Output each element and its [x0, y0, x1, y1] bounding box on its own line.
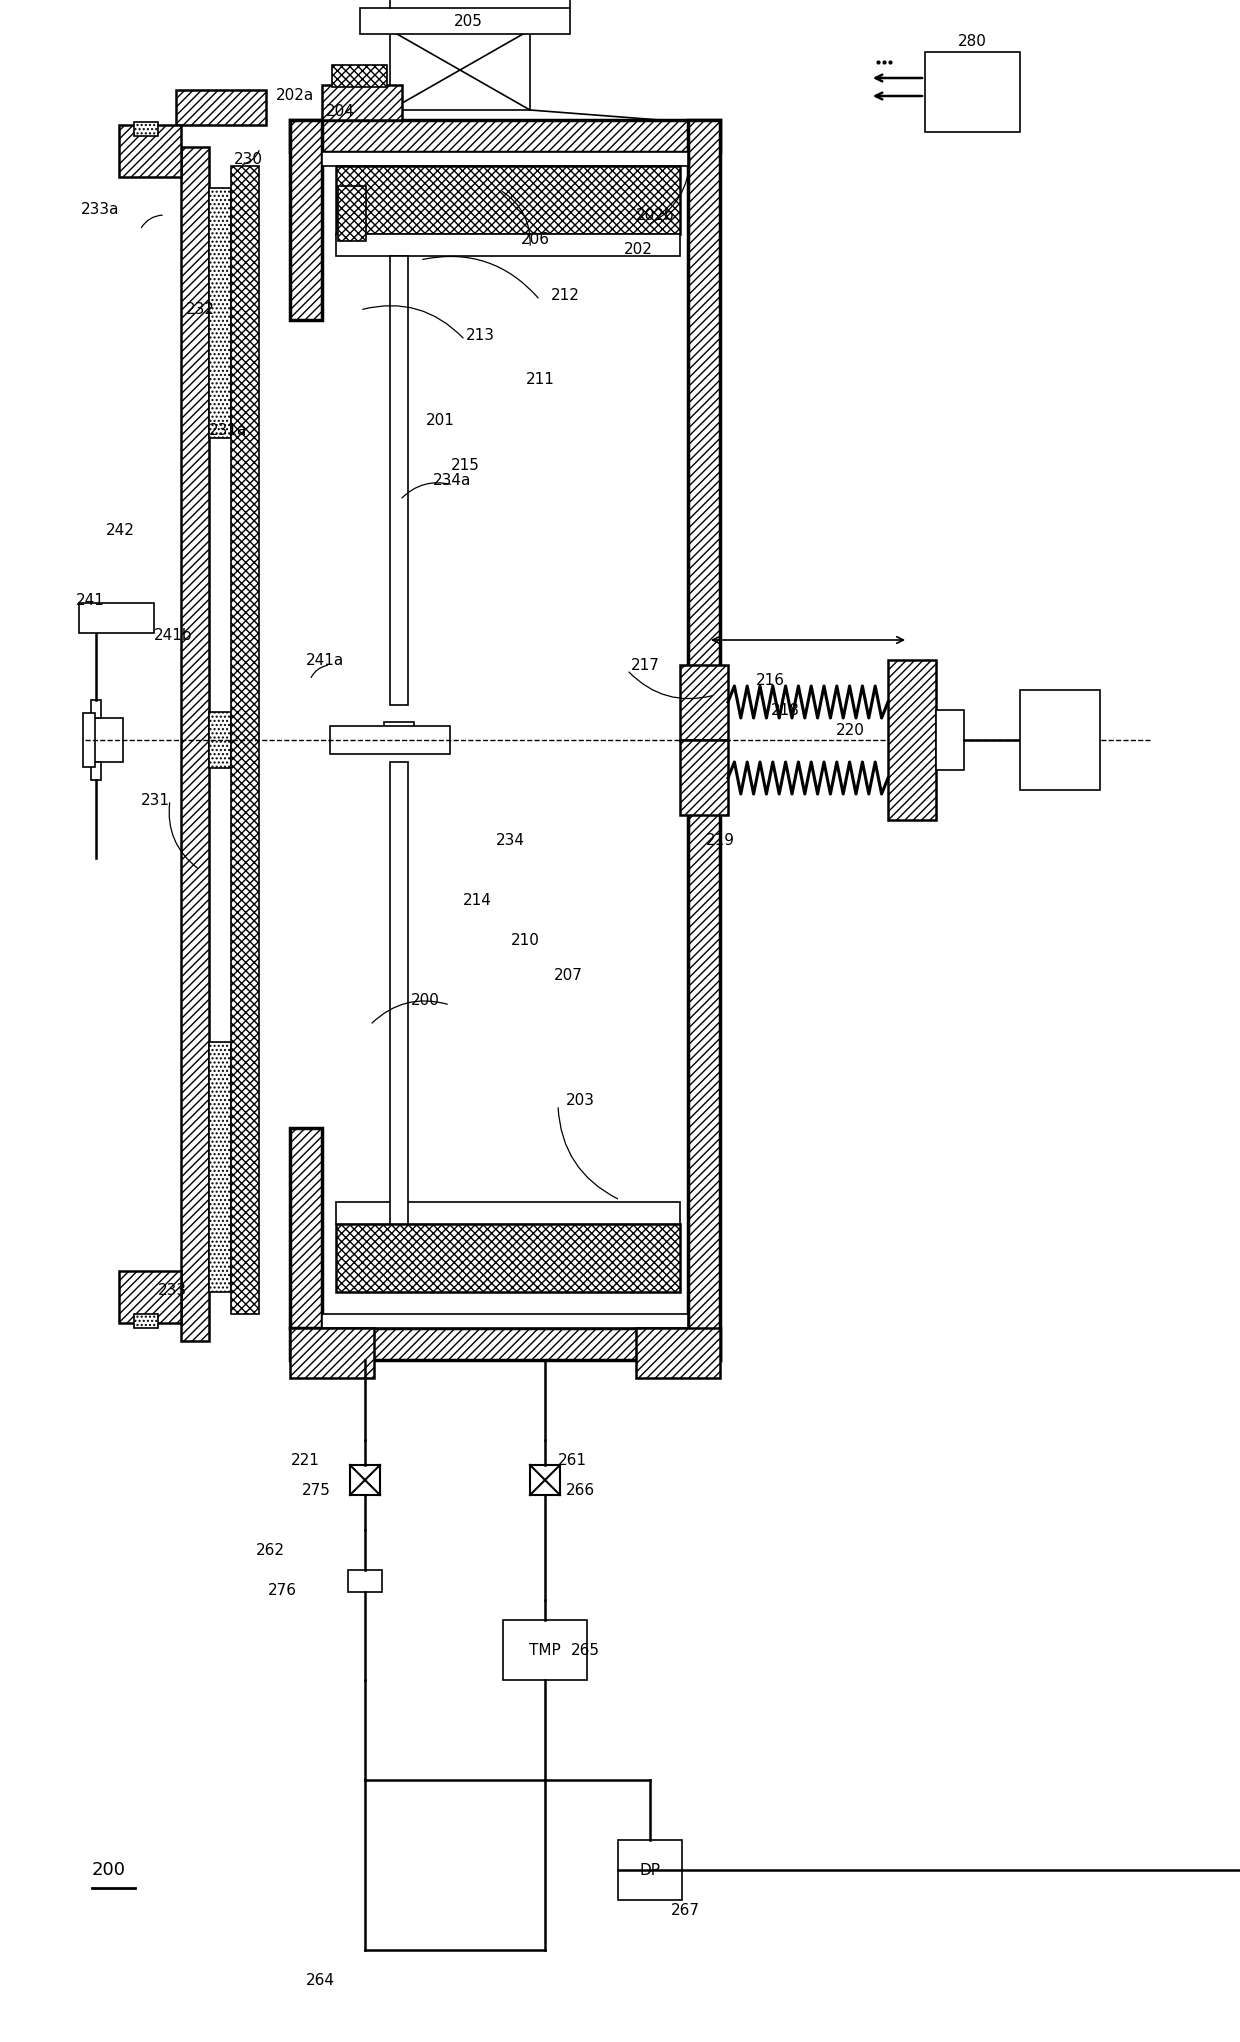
Text: 207: 207 — [553, 968, 583, 982]
Text: 233a: 233a — [81, 202, 119, 218]
Text: TMP: TMP — [529, 1642, 560, 1658]
Bar — [688, 120, 720, 1360]
Bar — [925, 51, 1021, 133]
Bar — [134, 123, 157, 137]
Text: DP: DP — [640, 1862, 661, 1877]
Text: 242: 242 — [105, 523, 134, 537]
Bar — [1021, 690, 1100, 790]
Bar — [290, 1127, 322, 1327]
Bar — [332, 65, 387, 88]
Bar — [680, 666, 728, 739]
Text: 261: 261 — [558, 1452, 587, 1468]
Text: 217: 217 — [631, 658, 660, 672]
Text: 231a: 231a — [208, 423, 247, 437]
Bar — [888, 660, 936, 821]
Text: 234a: 234a — [433, 472, 471, 488]
Text: 241a: 241a — [306, 653, 345, 668]
Bar — [360, 8, 570, 35]
Bar — [210, 713, 231, 768]
Text: 275: 275 — [301, 1482, 330, 1497]
Text: 232: 232 — [186, 302, 215, 317]
Text: 230: 230 — [233, 153, 263, 167]
Text: 202: 202 — [624, 243, 652, 257]
Bar — [336, 235, 680, 255]
Bar — [91, 719, 123, 762]
Bar — [181, 147, 210, 1342]
Bar — [618, 1840, 682, 1899]
Bar — [384, 723, 414, 735]
Text: 212: 212 — [551, 288, 579, 302]
Bar — [336, 1203, 680, 1223]
Text: 202a: 202a — [275, 88, 314, 102]
Bar — [391, 762, 408, 1223]
Bar — [290, 1327, 720, 1360]
Text: 276: 276 — [268, 1583, 296, 1597]
Text: 266: 266 — [565, 1482, 594, 1497]
Bar — [391, 255, 408, 704]
Bar — [119, 1270, 181, 1323]
Text: 219: 219 — [706, 833, 734, 847]
Bar — [322, 86, 402, 120]
Text: 202b: 202b — [636, 208, 675, 223]
Bar — [503, 1619, 587, 1681]
Text: 204: 204 — [326, 104, 355, 120]
Text: 220: 220 — [836, 723, 864, 737]
Text: 213: 213 — [465, 327, 495, 343]
Text: 201: 201 — [425, 412, 454, 427]
Text: 234: 234 — [496, 833, 525, 847]
Bar — [290, 120, 322, 321]
Text: 265: 265 — [570, 1642, 599, 1658]
Bar — [322, 1313, 688, 1327]
Text: 200: 200 — [410, 992, 439, 1007]
Bar — [91, 762, 100, 780]
Text: 218: 218 — [770, 702, 800, 717]
Bar — [176, 90, 267, 125]
Bar — [391, 31, 529, 110]
Bar — [336, 165, 680, 235]
Text: 233: 233 — [157, 1282, 186, 1297]
Bar — [91, 700, 100, 719]
Text: 241: 241 — [76, 592, 104, 609]
Text: 231: 231 — [140, 792, 170, 807]
Bar — [322, 151, 688, 165]
Text: 214: 214 — [463, 892, 491, 907]
Text: 210: 210 — [511, 933, 539, 947]
Text: 267: 267 — [671, 1903, 699, 1917]
Bar — [79, 602, 154, 633]
Bar — [339, 186, 366, 241]
Text: 280: 280 — [957, 35, 987, 49]
Text: 203: 203 — [565, 1092, 594, 1107]
Text: 215: 215 — [450, 457, 480, 472]
Text: 241b: 241b — [154, 627, 192, 643]
Text: 221: 221 — [290, 1452, 320, 1468]
Bar — [680, 739, 728, 815]
Bar — [336, 1223, 680, 1293]
Bar — [119, 125, 181, 178]
Bar — [636, 1327, 720, 1378]
Text: 205: 205 — [454, 14, 482, 29]
Bar — [348, 1570, 382, 1593]
Bar — [290, 120, 720, 151]
Bar — [936, 711, 963, 770]
Text: 200: 200 — [92, 1860, 126, 1879]
Text: 264: 264 — [305, 1973, 335, 1987]
Bar — [210, 1041, 231, 1293]
Bar — [330, 727, 450, 753]
Bar — [350, 1464, 379, 1495]
Bar — [290, 1327, 374, 1378]
Text: 206: 206 — [521, 233, 549, 247]
Bar — [210, 188, 231, 437]
Bar — [83, 713, 95, 768]
Bar — [134, 1313, 157, 1327]
Text: 211: 211 — [526, 372, 554, 388]
Text: 262: 262 — [255, 1542, 284, 1558]
Bar — [529, 1464, 560, 1495]
Text: 216: 216 — [755, 672, 785, 688]
Bar — [231, 165, 259, 1313]
